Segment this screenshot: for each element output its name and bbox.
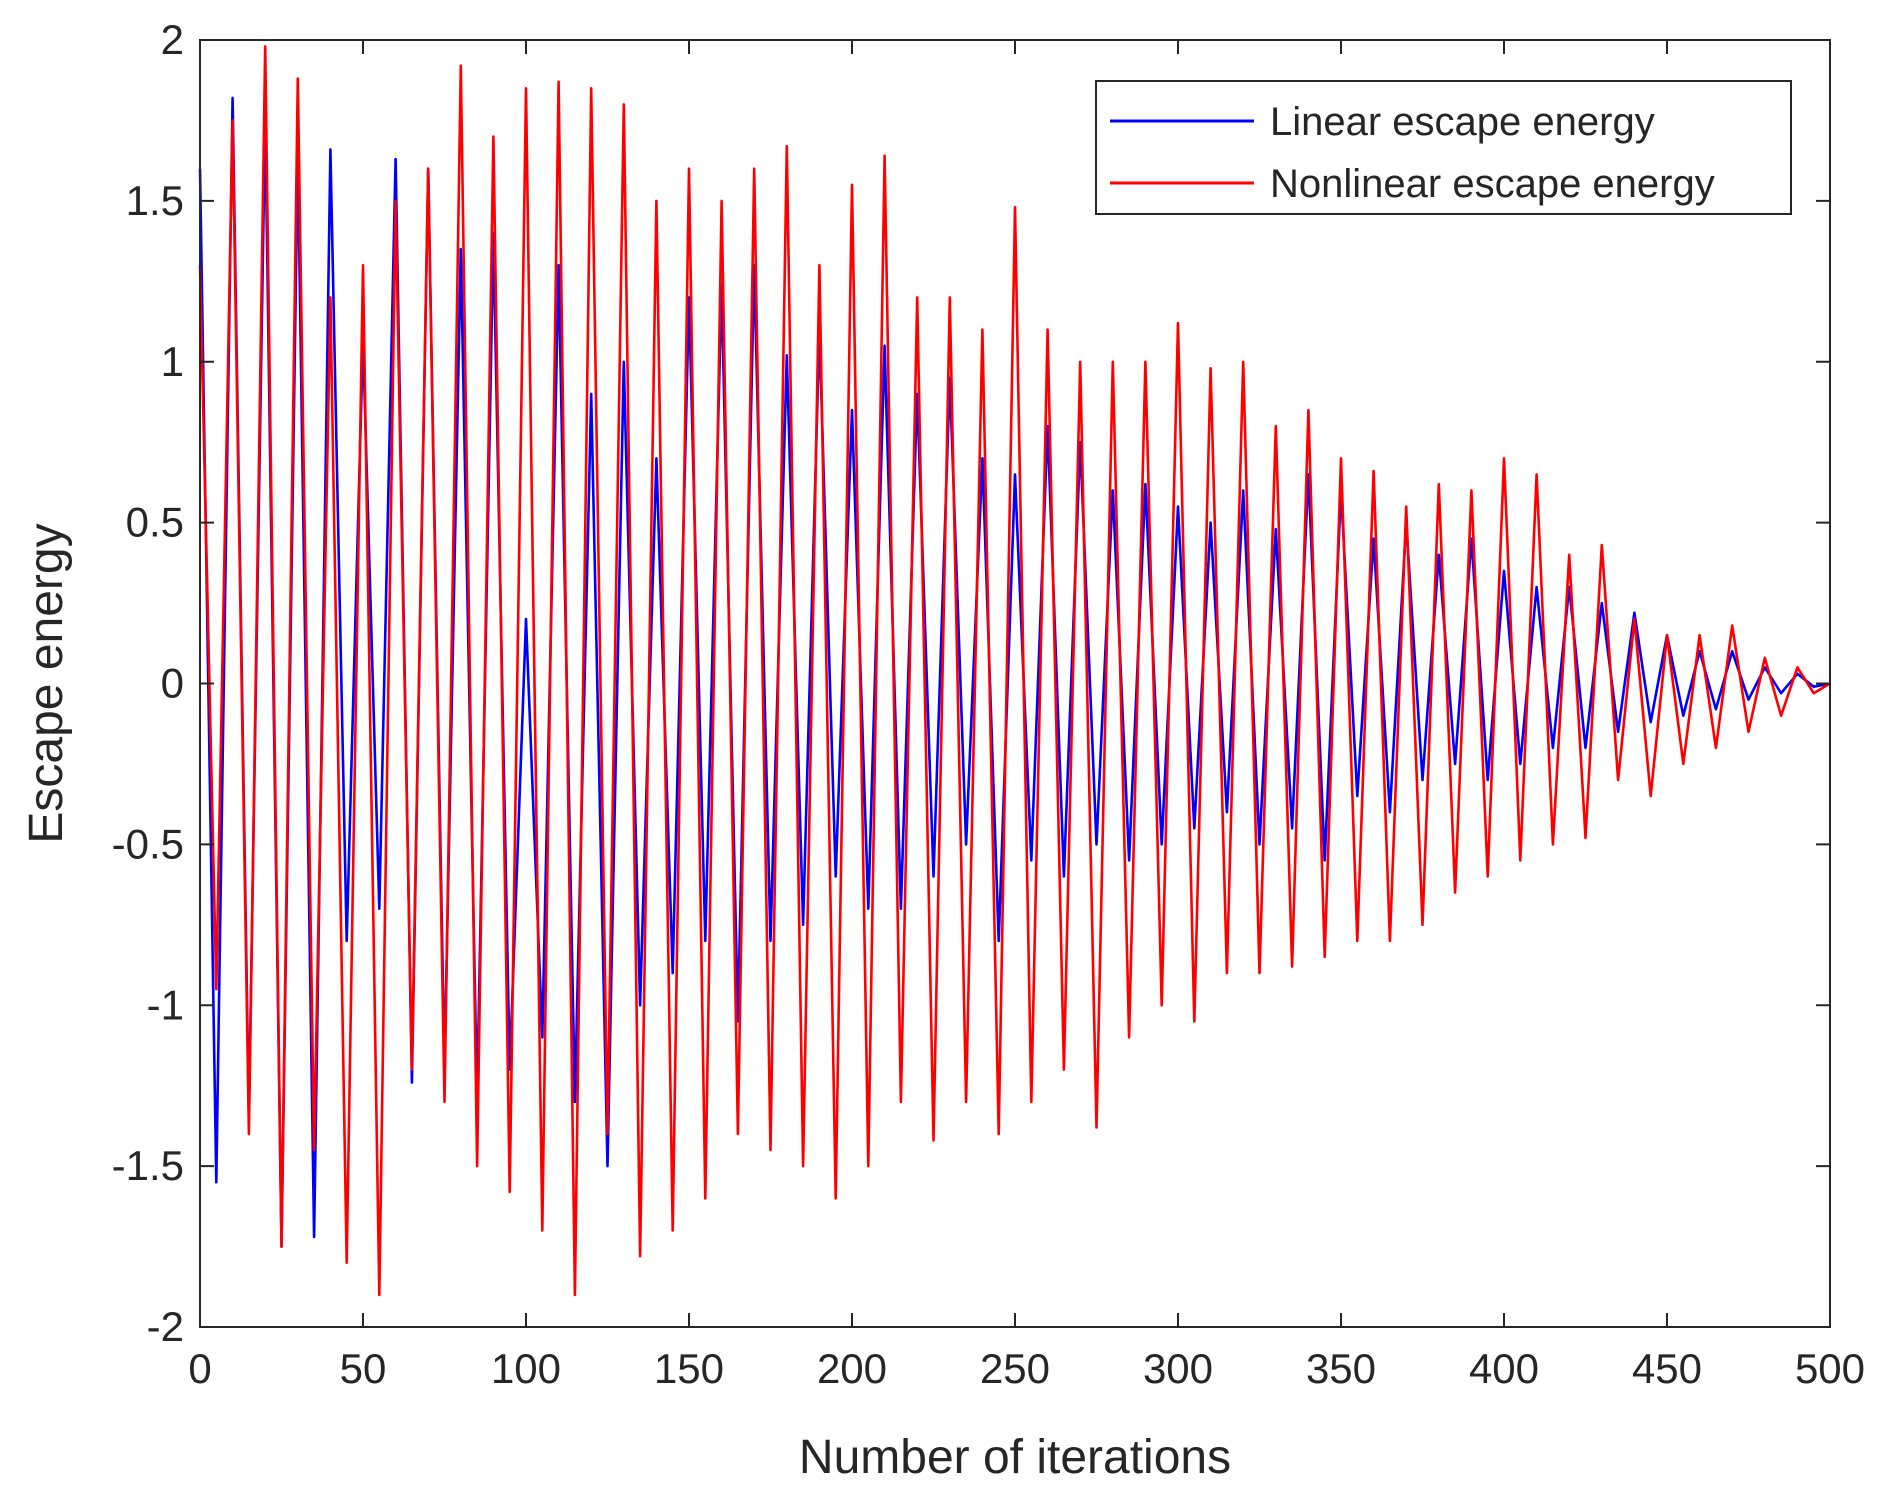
- x-tick-label: 0: [188, 1345, 211, 1392]
- y-tick-label: 1.5: [126, 177, 184, 224]
- x-tick-label: 300: [1143, 1345, 1213, 1392]
- x-tick-label: 100: [491, 1345, 561, 1392]
- x-tick-label: 500: [1795, 1345, 1865, 1392]
- y-tick-label: 2: [161, 16, 184, 63]
- y-tick-label: -1.5: [112, 1142, 184, 1189]
- x-tick-label: 200: [817, 1345, 887, 1392]
- series-line-nonlinear: [198, 45, 1831, 1297]
- x-axis-label: Number of iterations: [799, 1431, 1231, 1484]
- legend-label-linear: Linear escape energy: [1270, 100, 1655, 144]
- series-layer: [198, 45, 1831, 1297]
- x-tick-label: 450: [1632, 1345, 1702, 1392]
- legend-label-nonlinear: Nonlinear escape energy: [1270, 162, 1715, 206]
- y-tick-label: -2: [147, 1303, 184, 1350]
- y-axis-label: Escape energy: [20, 523, 73, 843]
- ticks-layer: 0 50 100 150 200 250 300 350 400 450 500 -2 -1.5 -1 -0…: [112, 16, 1865, 1392]
- x-tick-label: 400: [1469, 1345, 1539, 1392]
- x-tick-label: 50: [340, 1345, 387, 1392]
- x-tick-label: 250: [980, 1345, 1050, 1392]
- legend: Linear escape energy Nonlinear escape en…: [1095, 80, 1792, 215]
- y-tick-label: 0: [161, 660, 184, 707]
- legend-box: [1095, 80, 1792, 215]
- x-tick-label: 150: [654, 1345, 724, 1392]
- y-tick-label: -0.5: [112, 820, 184, 867]
- y-tick-label: 1: [161, 338, 184, 385]
- x-tick-label: 350: [1306, 1345, 1376, 1392]
- y-tick-label: -1: [147, 981, 184, 1028]
- y-tick-label: 0.5: [126, 499, 184, 546]
